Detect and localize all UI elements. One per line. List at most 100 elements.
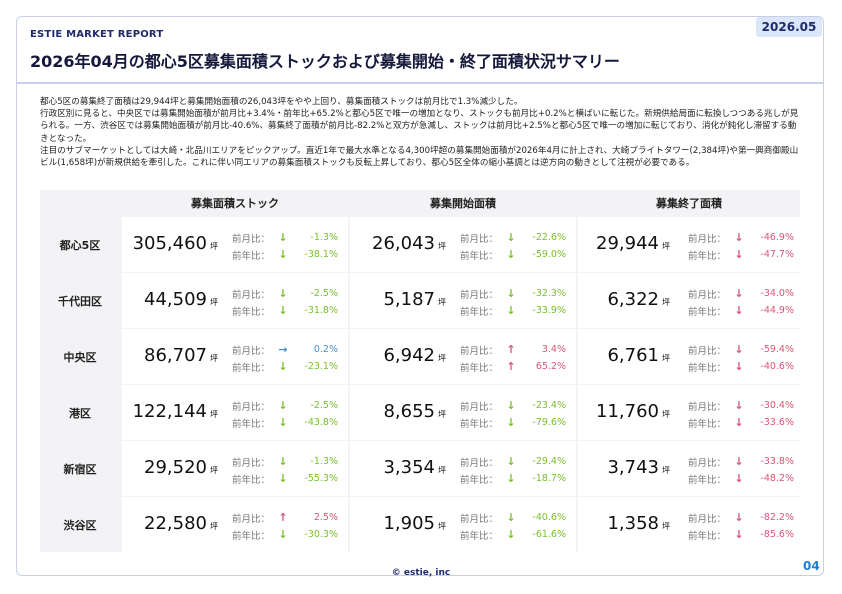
mom-label: 前月比： bbox=[232, 457, 271, 469]
area-unit: 坪 bbox=[438, 522, 446, 531]
area-unit: 坪 bbox=[662, 354, 670, 363]
column-header: 募集終了面積 bbox=[656, 197, 722, 210]
page-title: 2026年04月の都心5区募集面積ストックおよび募集開始・終了面積状況サマリー bbox=[30, 52, 620, 71]
mom-line: 前月比： ↓ -32.3% bbox=[460, 285, 570, 302]
mom-label: 前月比： bbox=[232, 289, 271, 301]
area-unit: 坪 bbox=[662, 522, 670, 531]
mom-line: 前月比： ↑ 3.4% bbox=[460, 341, 570, 358]
arrow-down-icon: ↓ bbox=[506, 231, 516, 244]
arrow-down-icon: ↓ bbox=[506, 416, 516, 429]
yoy-line: 前年比： ↓ -31.8% bbox=[232, 302, 342, 319]
area-value: 29,520 坪 bbox=[144, 457, 218, 478]
yoy-label: 前年比： bbox=[232, 306, 271, 318]
yoy-line: 前年比： ↓ -44.9% bbox=[688, 302, 798, 319]
area-number: 44,509 bbox=[144, 289, 207, 310]
area-value: 3,743 坪 bbox=[607, 457, 670, 478]
mom-line: 前月比： ↓ -59.4% bbox=[688, 341, 798, 358]
arrow-down-icon: ↓ bbox=[734, 511, 744, 524]
yoy-label: 前年比： bbox=[460, 362, 499, 374]
table-cell: 1,358 坪 前月比： ↓ -82.2% 前年比： ↓ -85.6% bbox=[578, 497, 800, 552]
arrow-down-icon: ↓ bbox=[278, 416, 288, 429]
yoy-label: 前年比： bbox=[688, 474, 727, 486]
yoy-line: 前年比： ↓ -79.6% bbox=[460, 414, 570, 431]
yoy-line: 前年比： ↓ -55.3% bbox=[232, 470, 342, 487]
mom-label: 前月比： bbox=[688, 345, 727, 357]
change-block: 前月比： ↓ -40.6% 前年比： ↓ -61.6% bbox=[460, 509, 570, 543]
mom-label: 前月比： bbox=[688, 289, 727, 301]
arrow-down-icon: ↓ bbox=[278, 231, 288, 244]
yoy-value: -79.6% bbox=[532, 417, 566, 428]
mom-label: 前月比： bbox=[688, 513, 727, 525]
row-label: 新宿区 bbox=[63, 463, 97, 476]
area-number: 3,743 bbox=[607, 457, 659, 478]
yoy-value: -23.1% bbox=[304, 361, 338, 372]
yoy-line: 前年比： ↓ -30.3% bbox=[232, 526, 342, 543]
arrow-down-icon: ↓ bbox=[506, 399, 516, 412]
table-cell: 6,942 坪 前月比： ↑ 3.4% 前年比： ↑ 65.2% bbox=[350, 329, 576, 384]
arrow-up-icon: ↑ bbox=[278, 511, 288, 524]
mom-line: 前月比： ↓ -1.3% bbox=[232, 229, 342, 246]
change-block: 前月比： ↓ -23.4% 前年比： ↓ -79.6% bbox=[460, 397, 570, 431]
area-number: 1,905 bbox=[383, 513, 435, 534]
table-cell: 122,144 坪 前月比： ↓ -2.5% 前年比： ↓ -43.8% bbox=[122, 385, 348, 440]
table-cell: 86,707 坪 前月比： → 0.2% 前年比： ↓ -23.1% bbox=[122, 329, 348, 384]
row-label: 都心5区 bbox=[59, 239, 101, 252]
area-value: 22,580 坪 bbox=[144, 513, 218, 534]
column-header: 募集面積ストック bbox=[191, 197, 279, 210]
change-block: 前月比： ↓ -1.3% 前年比： ↓ -55.3% bbox=[232, 453, 342, 487]
area-number: 29,944 bbox=[596, 233, 659, 254]
summary-paragraph: 注目のサブマーケットとしては大崎・北品川エリアをピックアップ。直近1年で最大水準… bbox=[40, 145, 799, 169]
area-unit: 坪 bbox=[210, 466, 218, 475]
area-number: 6,761 bbox=[607, 345, 659, 366]
yoy-value: -85.6% bbox=[760, 529, 794, 540]
yoy-line: 前年比： ↓ -43.8% bbox=[232, 414, 342, 431]
area-number: 3,354 bbox=[383, 457, 435, 478]
mom-value: 3.4% bbox=[541, 344, 566, 355]
mom-line: 前月比： ↓ -82.2% bbox=[688, 509, 798, 526]
yoy-value: -30.3% bbox=[304, 529, 338, 540]
mom-value: -22.6% bbox=[532, 232, 566, 243]
yoy-line: 前年比： ↓ -40.6% bbox=[688, 358, 798, 375]
mom-line: 前月比： ↓ -29.4% bbox=[460, 453, 570, 470]
arrow-down-icon: ↓ bbox=[278, 248, 288, 261]
table-cell: 5,187 坪 前月比： ↓ -32.3% 前年比： ↓ -33.9% bbox=[350, 273, 576, 328]
yoy-label: 前年比： bbox=[460, 474, 499, 486]
arrow-down-icon: ↓ bbox=[506, 472, 516, 485]
area-value: 6,761 坪 bbox=[607, 345, 670, 366]
yoy-line: 前年比： ↓ -47.7% bbox=[688, 246, 798, 263]
arrow-down-icon: ↓ bbox=[506, 455, 516, 468]
yoy-label: 前年比： bbox=[232, 530, 271, 542]
mom-line: 前月比： ↓ -2.5% bbox=[232, 397, 342, 414]
mom-value: -46.9% bbox=[760, 232, 794, 243]
arrow-down-icon: ↓ bbox=[506, 287, 516, 300]
arrow-down-icon: ↓ bbox=[278, 399, 288, 412]
arrow-down-icon: ↓ bbox=[506, 511, 516, 524]
row-label: 中央区 bbox=[63, 351, 97, 364]
yoy-line: 前年比： ↓ -33.9% bbox=[460, 302, 570, 319]
mom-label: 前月比： bbox=[232, 513, 271, 525]
yoy-label: 前年比： bbox=[232, 250, 271, 262]
mom-value: -1.3% bbox=[310, 456, 338, 467]
area-value: 44,509 坪 bbox=[144, 289, 218, 310]
yoy-value: -43.8% bbox=[304, 417, 338, 428]
mom-label: 前月比： bbox=[688, 401, 727, 413]
summary-paragraph: 都心5区の募集終了面積は29,944坪と募集開始面積の26,043坪をやや上回り… bbox=[40, 97, 523, 107]
yoy-line: 前年比： ↓ -48.2% bbox=[688, 470, 798, 487]
mom-value: -33.8% bbox=[760, 456, 794, 467]
mom-value: 0.2% bbox=[313, 344, 338, 355]
mom-label: 前月比： bbox=[232, 345, 271, 357]
arrow-down-icon: ↓ bbox=[278, 287, 288, 300]
arrow-down-icon: ↓ bbox=[278, 360, 288, 373]
mom-value: -34.0% bbox=[760, 288, 794, 299]
area-value: 8,655 坪 bbox=[383, 401, 446, 422]
mom-line: 前月比： ↓ -46.9% bbox=[688, 229, 798, 246]
yoy-label: 前年比： bbox=[688, 306, 727, 318]
yoy-line: 前年比： ↓ -61.6% bbox=[460, 526, 570, 543]
area-value: 6,942 坪 bbox=[383, 345, 446, 366]
mom-line: 前月比： ↓ -33.8% bbox=[688, 453, 798, 470]
yoy-line: 前年比： ↓ -85.6% bbox=[688, 526, 798, 543]
change-block: 前月比： → 0.2% 前年比： ↓ -23.1% bbox=[232, 341, 342, 375]
mom-value: -30.4% bbox=[760, 400, 794, 411]
change-block: 前月比： ↓ -2.5% 前年比： ↓ -43.8% bbox=[232, 397, 342, 431]
area-unit: 坪 bbox=[210, 410, 218, 419]
